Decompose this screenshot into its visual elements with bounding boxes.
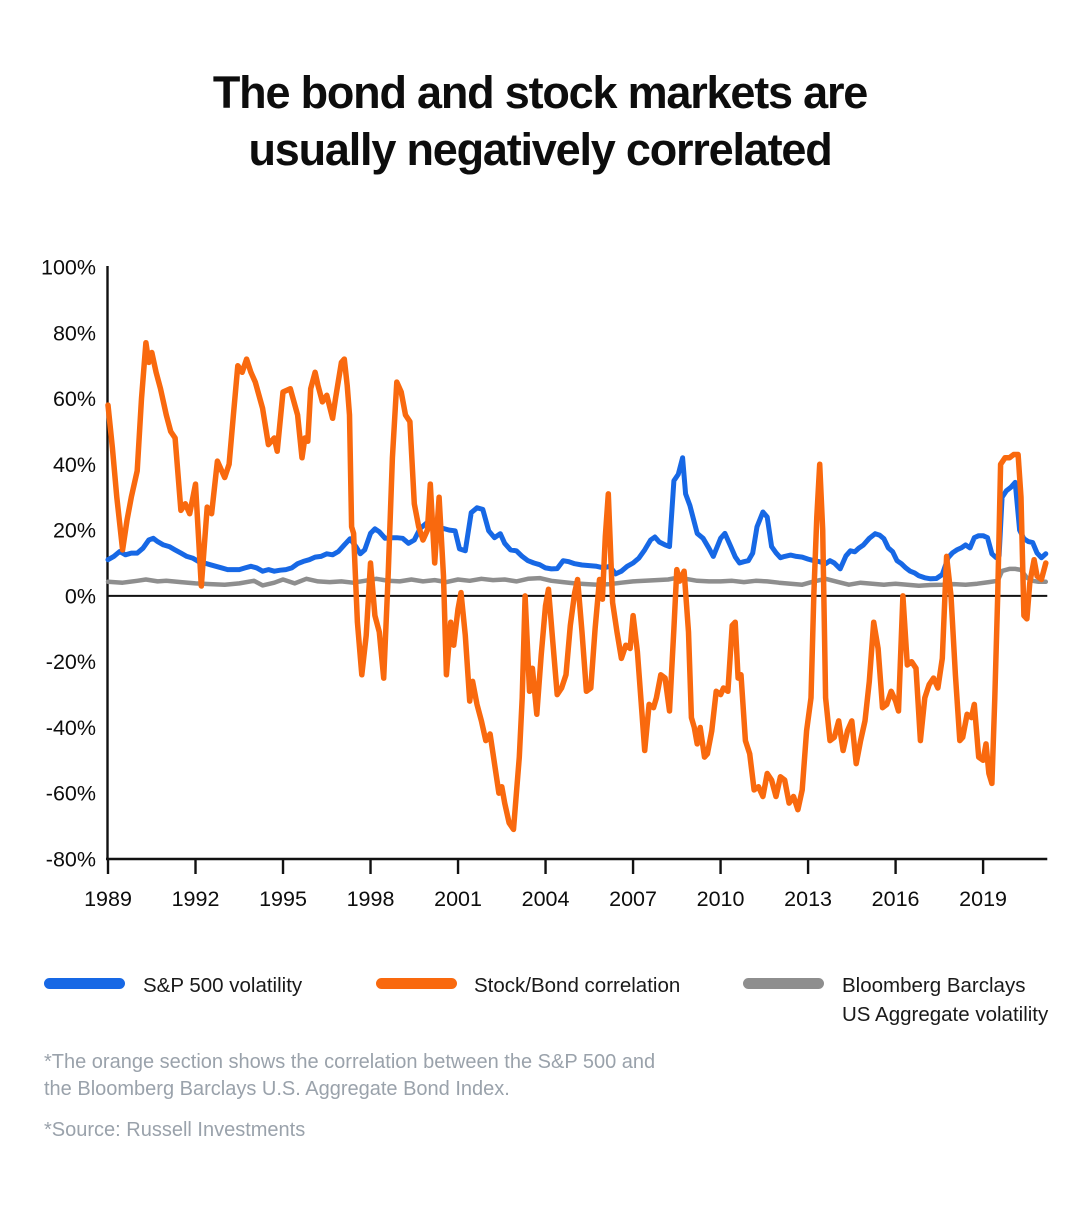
y-axis-tick-label: -40% [46,716,96,740]
legend-label-sp500-volatility: S&P 500 volatility [143,974,303,997]
x-axis-tick-label: 2004 [522,887,570,911]
y-axis-tick-label: -20% [46,650,96,674]
y-axis-tick-label: 60% [53,387,96,411]
chart-title-line1: The bond and stock markets are [212,67,868,118]
x-axis-tick-label: 2007 [609,887,657,911]
x-axis-tick-label: 1995 [259,887,307,911]
x-axis-tick-label: 1992 [172,887,220,911]
y-axis-tick-label: 0% [65,584,96,608]
series-line-s-p-500-volatility [105,455,1049,582]
y-axis-tick-label: 80% [53,321,96,345]
source-text: *Source: Russell Investments [44,1119,306,1141]
footnote-text: *The orange section shows the correlatio… [44,1051,656,1100]
x-axis-tick-label: 2019 [959,887,1007,911]
series-line-stock-bond-correlation [105,339,1049,833]
legend-label-bb-aggregate-volatility: Bloomberg Barclays US Aggregate volatili… [842,974,1049,1026]
legend-label-stock-bond-correlation: Stock/Bond correlation [474,974,681,997]
x-axis-tick-label: 2001 [434,887,482,911]
y-axis-tick-label: 40% [53,453,96,477]
legend-swatch-stock-bond-correlation [376,978,457,989]
y-axis-tick-label: -80% [46,848,96,872]
x-axis-tick-label: 1998 [347,887,395,911]
x-axis-tick-label: 2010 [697,887,745,911]
y-axis-tick-label: -60% [46,782,96,806]
legend-swatch-sp500-volatility [44,978,125,989]
chart-title: The bond and stock markets are usually n… [0,64,1080,178]
y-axis-tick-label: 100% [41,256,96,280]
legend-swatch-bb-aggregate-volatility [743,978,824,989]
y-axis-tick-label: 20% [53,519,96,543]
x-axis-tick-label: 2016 [872,887,920,911]
x-axis-tick-label: 1989 [84,887,132,911]
x-axis-tick-label: 2013 [784,887,832,911]
chart-title-line2: usually negatively correlated [248,124,833,175]
